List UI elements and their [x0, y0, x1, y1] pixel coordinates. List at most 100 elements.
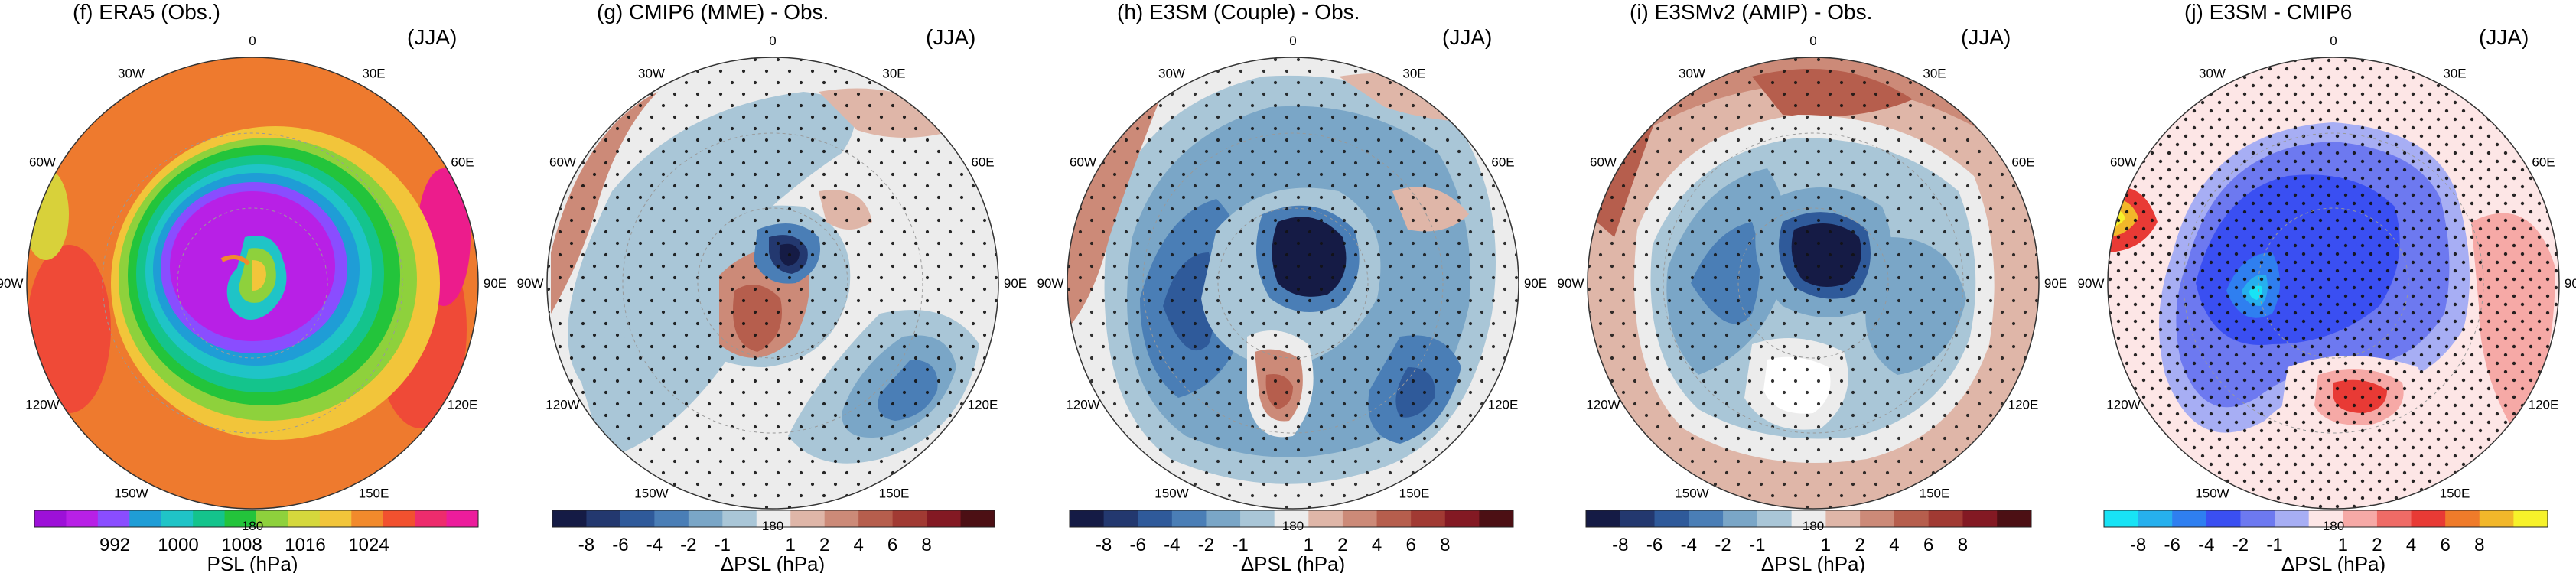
- colorbar-swatch: [1723, 510, 1758, 527]
- longitude-label: 150E: [1399, 487, 1430, 501]
- longitude-label: 150W: [1154, 487, 1188, 501]
- colorbar-tick-label: 1: [786, 535, 796, 555]
- colorbar-swatch: [256, 510, 288, 527]
- panel-h: (h) E3SM (Couple) - Obs. (JJA): [1067, 0, 1519, 528]
- colorbar-tick-label: 6: [1923, 535, 1933, 555]
- longitude-label: 90W: [0, 276, 23, 291]
- colorbar-outline: [34, 510, 479, 528]
- colorbar: [2103, 510, 2548, 528]
- colorbar-label: PSL (hPa): [207, 552, 298, 573]
- colorbar-swatch: [1376, 510, 1412, 527]
- colorbar-tick-label: -1: [715, 535, 731, 555]
- longitude-label: 120W: [545, 398, 579, 412]
- colorbar-label: ΔPSL (hPa): [1241, 552, 1345, 573]
- colorbar-tick-label: -2: [2232, 535, 2249, 555]
- colorbar-swatch: [66, 510, 99, 527]
- colorbar-swatch: [1894, 510, 1930, 527]
- colorbar-swatch: [1342, 510, 1378, 527]
- colorbar: 992 1000 1008 1016 1024 PSL (hPa): [34, 510, 479, 573]
- colorbar-tick-label: 2: [2372, 535, 2382, 555]
- colorbar-swatch: [960, 510, 995, 527]
- colorbar-tick-label: -2: [1715, 535, 1731, 555]
- longitude-label: 30E: [1923, 67, 1946, 81]
- longitude-label: 90E: [2044, 276, 2067, 291]
- colorbar-outline: [552, 510, 995, 528]
- colorbar-swatch: [1240, 510, 1275, 527]
- colorbar-tick-label: -4: [1681, 535, 1697, 555]
- season-label: (JJA): [1442, 25, 1492, 49]
- panel-i: (i) E3SMv2 (AMIP) - Obs. (JJA): [1585, 0, 2040, 528]
- colorbar-swatch: [415, 510, 448, 527]
- longitude-label: 150E: [879, 487, 910, 501]
- colorbar-swatch: [1791, 510, 1826, 527]
- colorbar-tick-label: 8: [1958, 535, 1968, 555]
- colorbar-swatch: [288, 510, 321, 527]
- colorbar-tick-label: 1: [2338, 535, 2348, 555]
- map-disk: [1587, 57, 2040, 510]
- colorbar-swatch: [1070, 510, 1105, 527]
- colorbar-outline: [1585, 510, 2032, 528]
- colorbar-swatch: [224, 510, 257, 527]
- colorbar-swatch: [1654, 510, 1689, 527]
- panel-title: (h) E3SM (Couple) - Obs.: [1117, 0, 1360, 24]
- colorbar-swatch: [552, 510, 587, 527]
- colorbar-tick-label: -8: [578, 535, 594, 555]
- colorbar-tick-label: -8: [1612, 535, 1628, 555]
- colorbar-label: ΔPSL (hPa): [2281, 552, 2385, 573]
- longitude-label: 60W: [2110, 155, 2137, 170]
- colorbar-tick-label: 1016: [285, 535, 325, 555]
- longitude-label: 30E: [882, 67, 905, 81]
- colorbar-tick-label: -2: [680, 535, 696, 555]
- panel-title: (i) E3SMv2 (AMIP) - Obs.: [1630, 0, 1872, 24]
- longitude-label: 150W: [114, 487, 148, 501]
- colorbar-swatch: [319, 510, 352, 527]
- map-disk: [1067, 57, 1519, 510]
- colorbar-tick-label: -1: [1749, 535, 1765, 555]
- longitude-label: 0: [769, 34, 776, 48]
- colorbar-tick-label: 4: [1372, 535, 1382, 555]
- longitude-label: 180: [1282, 519, 1304, 533]
- colorbar-swatch: [2343, 510, 2378, 527]
- colorbar-tick-label: 4: [1889, 535, 1899, 555]
- panel-f: (f) ERA5 (Obs.) (JJA): [26, 0, 479, 573]
- longitude-label: 30E: [2443, 67, 2466, 81]
- longitude-label: 150E: [2440, 487, 2470, 501]
- colorbar-tick-label: 1008: [221, 535, 262, 555]
- longitude-label: 150W: [634, 487, 668, 501]
- colorbar-swatch: [2411, 510, 2446, 527]
- colorbar-swatch: [1586, 510, 1621, 527]
- colorbar-swatch: [2240, 510, 2275, 527]
- longitude-label: 0: [249, 34, 256, 48]
- colorbar-swatch: [620, 510, 655, 527]
- colorbar-label: ΔPSL (hPa): [721, 552, 825, 573]
- colorbar-swatch: [2206, 510, 2241, 527]
- colorbar-tick-label: -4: [646, 535, 663, 555]
- longitude-label: 120E: [2529, 398, 2559, 412]
- longitude-label: 0: [1809, 34, 1816, 48]
- longitude-label: 120W: [2106, 398, 2140, 412]
- longitude-label: 30W: [1679, 67, 1705, 81]
- longitude-label: 30W: [638, 67, 665, 81]
- colorbar-tick-label: -6: [1646, 535, 1663, 555]
- longitude-label: 120W: [1586, 398, 1620, 412]
- colorbar-tick-label: -2: [1198, 535, 1214, 555]
- longitude-label: 60W: [1590, 155, 1617, 170]
- colorbar-tick-label: 1024: [348, 535, 389, 555]
- longitude-label: 150E: [1920, 487, 1950, 501]
- colorbar-swatch: [2104, 510, 2139, 527]
- diff-colorbar-labels: -8 -6 -4 -2 -1 1 2 4 6 8 ΔPSL (hPa) -8 -6 -4 -2 -1 1 2 4 6 8…: [578, 535, 2485, 573]
- panel-title: (f) ERA5 (Obs.): [73, 0, 220, 24]
- colorbar: [1069, 510, 1514, 528]
- colorbar-tick-label: -6: [2164, 535, 2180, 555]
- longitude-label: 120E: [448, 398, 478, 412]
- colorbar-swatch: [1103, 510, 1138, 527]
- colorbar-swatch: [129, 510, 162, 527]
- colorbar-tick-label: 8: [921, 535, 931, 555]
- colorbar-tick-label: -1: [1232, 535, 1248, 555]
- colorbar-tick-label: -6: [1130, 535, 1146, 555]
- colorbar-swatch: [756, 510, 791, 527]
- colorbar-swatch: [1962, 510, 1998, 527]
- season-label: (JJA): [2479, 25, 2529, 49]
- longitude-label: 60E: [1491, 155, 1514, 170]
